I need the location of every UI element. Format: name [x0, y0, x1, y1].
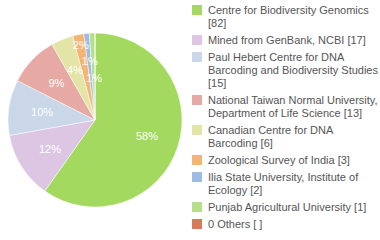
svg-text:12%: 12%: [39, 143, 61, 155]
html-text:Mined from GenBank, NCBI [17]: Mined from GenBank, NCBI [17]: [208, 34, 366, 46]
svg-text:2%: 2%: [73, 39, 89, 51]
html-text:0 Others [ ]: 0 Others [ ]: [208, 218, 263, 230]
html-text:Centre for Biodiversity Genomi: Centre for Biodiversity Genomics [82]: [208, 4, 369, 29]
svg-text:4%: 4%: [67, 64, 83, 76]
svg-text:9%: 9%: [48, 77, 64, 89]
html-text:Punjab Agricultural University: Punjab Agricultural University [1]: [208, 201, 367, 213]
svg-text:1%: 1%: [86, 72, 102, 84]
svg-text:58%: 58%: [136, 130, 158, 142]
html-text:National Taiwan Normal Univers: National Taiwan Normal University, Depar…: [208, 94, 378, 119]
html-text:Canadian Centre for DNA Barcod: Canadian Centre for DNA Barcoding [6]: [208, 124, 333, 149]
svg-text:1%: 1%: [82, 55, 98, 67]
html-text:Zoological Survey of India [3]: Zoological Survey of India [3]: [208, 154, 350, 166]
svg-text:10%: 10%: [31, 106, 53, 118]
html-text:Paul Hebert Centre for DNA Bar: Paul Hebert Centre for DNA Barcoding and…: [208, 51, 378, 89]
html-text:Ilia State University, Institu: Ilia State University, Institute of Ecol…: [208, 171, 359, 196]
